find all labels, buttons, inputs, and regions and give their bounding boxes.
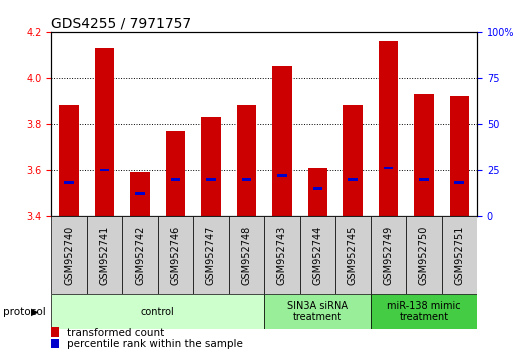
Bar <box>122 216 158 294</box>
Text: GDS4255 / 7971757: GDS4255 / 7971757 <box>51 17 191 31</box>
Bar <box>379 41 398 216</box>
Text: GSM952747: GSM952747 <box>206 225 216 285</box>
Bar <box>370 216 406 294</box>
Bar <box>264 216 300 294</box>
Bar <box>236 105 256 216</box>
Bar <box>348 178 358 181</box>
Text: GSM952744: GSM952744 <box>312 225 322 285</box>
Bar <box>130 172 150 216</box>
Bar <box>95 48 114 216</box>
Bar <box>272 66 292 216</box>
Bar <box>158 216 193 294</box>
Text: GSM952750: GSM952750 <box>419 225 429 285</box>
Bar <box>442 216 477 294</box>
Bar <box>51 339 59 348</box>
Bar <box>87 216 122 294</box>
Bar <box>51 327 59 337</box>
Bar <box>51 294 264 329</box>
Bar <box>206 178 216 181</box>
Bar <box>100 169 109 171</box>
Bar <box>384 167 393 170</box>
Bar <box>242 178 251 181</box>
Text: GSM952740: GSM952740 <box>64 225 74 285</box>
Text: transformed count: transformed count <box>68 327 165 338</box>
Bar <box>264 294 370 329</box>
Text: GSM952746: GSM952746 <box>170 225 181 285</box>
Bar <box>300 216 335 294</box>
Text: GSM952745: GSM952745 <box>348 225 358 285</box>
Bar <box>277 174 287 177</box>
Bar <box>51 216 87 294</box>
Text: miR-138 mimic
treatment: miR-138 mimic treatment <box>387 301 461 322</box>
Bar <box>312 187 322 190</box>
Bar <box>171 178 181 181</box>
Bar <box>135 193 145 195</box>
Bar <box>64 181 74 184</box>
Text: percentile rank within the sample: percentile rank within the sample <box>68 339 243 349</box>
Text: GSM952743: GSM952743 <box>277 225 287 285</box>
Text: GSM952741: GSM952741 <box>100 225 109 285</box>
Text: control: control <box>141 307 174 316</box>
Bar <box>370 294 477 329</box>
Bar <box>335 216 370 294</box>
Text: protocol: protocol <box>3 307 45 316</box>
Bar <box>166 131 185 216</box>
Bar <box>229 216 264 294</box>
Text: ▶: ▶ <box>31 307 38 316</box>
Text: GSM952751: GSM952751 <box>455 225 464 285</box>
Bar <box>414 94 433 216</box>
Bar <box>406 216 442 294</box>
Text: GSM952742: GSM952742 <box>135 225 145 285</box>
Bar <box>60 105 79 216</box>
Text: GSM952749: GSM952749 <box>383 225 393 285</box>
Bar <box>455 181 464 184</box>
Bar <box>343 105 363 216</box>
Bar <box>308 167 327 216</box>
Text: GSM952748: GSM952748 <box>242 225 251 285</box>
Bar <box>201 117 221 216</box>
Bar <box>193 216 229 294</box>
Text: SIN3A siRNA
treatment: SIN3A siRNA treatment <box>287 301 348 322</box>
Bar <box>419 178 429 181</box>
Bar <box>449 96 469 216</box>
